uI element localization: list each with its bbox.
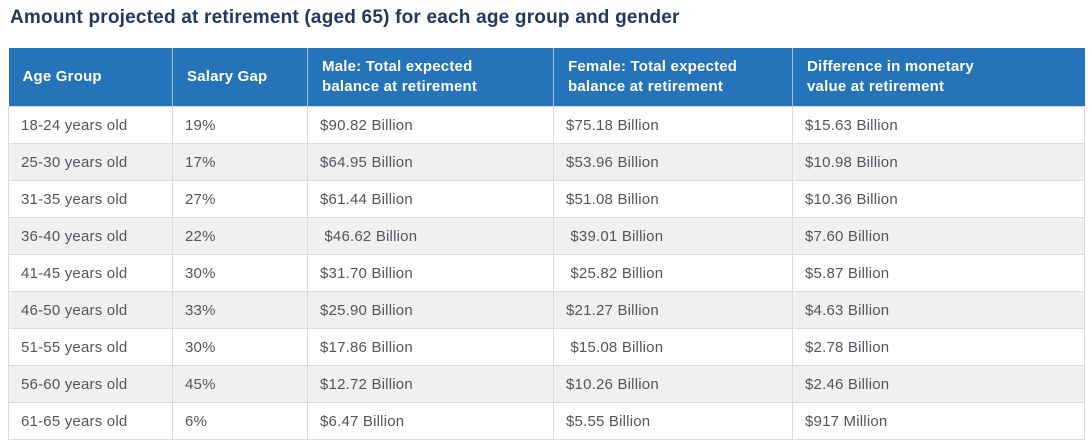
table-cell: 41-45 years old bbox=[8, 254, 173, 292]
column-header-male-balance: Male: Total expected balance at retireme… bbox=[307, 48, 554, 107]
page-title: Amount projected at retirement (aged 65)… bbox=[10, 7, 680, 28]
table-cell: $5.55 Billion bbox=[553, 402, 793, 440]
table-cell: $6.47 Billion bbox=[307, 402, 554, 440]
table-cell: 30% bbox=[172, 254, 308, 292]
table-cell: $2.46 Billion bbox=[792, 365, 1085, 403]
table-cell: 31-35 years old bbox=[8, 180, 173, 218]
table-row: 25-30 years old 17% $64.95 Billion $53.96 B… bbox=[8, 143, 1085, 181]
table-cell: 51-55 years old bbox=[8, 328, 173, 366]
table-cell: $4.63 Billion bbox=[792, 291, 1085, 329]
table-cell: $64.95 Billion bbox=[307, 143, 554, 181]
table-row: 61-65 years old 6% $6.47 Billion $5.55 Bill… bbox=[8, 402, 1085, 440]
table-cell: 22% bbox=[172, 217, 308, 255]
table-cell: $25.82 Billion bbox=[553, 254, 793, 292]
table-cell: 61-65 years old bbox=[8, 402, 173, 440]
table-cell: $75.18 Billion bbox=[553, 106, 793, 144]
table-row: 31-35 years old 27% $61.44 Billion $51.08 B… bbox=[8, 180, 1085, 218]
column-header-salary-gap: Salary Gap bbox=[172, 48, 308, 107]
table-cell: $12.72 Billion bbox=[307, 365, 554, 403]
table-row: 46-50 years old 33% $25.90 Billion $21.27 B… bbox=[8, 291, 1085, 329]
table-cell: 33% bbox=[172, 291, 308, 329]
table-cell: 56-60 years old bbox=[8, 365, 173, 403]
table-row: 36-40 years old 22% $46.62 Billion $39.01… bbox=[8, 217, 1085, 255]
table-cell: $21.27 Billion bbox=[553, 291, 793, 329]
table-cell: $2.78 Billion bbox=[792, 328, 1085, 366]
table-cell: $10.36 Billion bbox=[792, 180, 1085, 218]
table-body: 18-24 years old 19% $90.82 Billion $75.18 B… bbox=[8, 106, 1085, 440]
table-cell: 45% bbox=[172, 365, 308, 403]
table-cell: $53.96 Billion bbox=[553, 143, 793, 181]
table-cell: $15.63 Billion bbox=[792, 106, 1085, 144]
table-cell: $31.70 Billion bbox=[307, 254, 554, 292]
table-cell: $5.87 Billion bbox=[792, 254, 1085, 292]
table-cell: $10.26 Billion bbox=[553, 365, 793, 403]
table-cell: $15.08 Billion bbox=[553, 328, 793, 366]
table-row: 41-45 years old 30% $31.70 Billion $25.82 … bbox=[8, 254, 1085, 292]
table-cell: 36-40 years old bbox=[8, 217, 173, 255]
table-cell: 18-24 years old bbox=[8, 106, 173, 144]
table-cell: $39.01 Billion bbox=[553, 217, 793, 255]
table-cell: $917 Million bbox=[792, 402, 1085, 440]
table-cell: $17.86 Billion bbox=[307, 328, 554, 366]
table-cell: $46.62 Billion bbox=[307, 217, 554, 255]
retirement-projection-table: Age Group Salary Gap Male: Total expecte… bbox=[8, 48, 1085, 440]
table-row: 56-60 years old 45% $12.72 Billion $10.26 B… bbox=[8, 365, 1085, 403]
table-cell: $61.44 Billion bbox=[307, 180, 554, 218]
table-cell: 25-30 years old bbox=[8, 143, 173, 181]
column-header-difference: Difference in monetary value at retireme… bbox=[792, 48, 1085, 107]
table-cell: $7.60 Billion bbox=[792, 217, 1085, 255]
table-cell: $10.98 Billion bbox=[792, 143, 1085, 181]
table-cell: 27% bbox=[172, 180, 308, 218]
table-cell: 17% bbox=[172, 143, 308, 181]
table-cell: $25.90 Billion bbox=[307, 291, 554, 329]
table-cell: 46-50 years old bbox=[8, 291, 173, 329]
table-cell: $90.82 Billion bbox=[307, 106, 554, 144]
header-row: Age Group Salary Gap Male: Total expecte… bbox=[8, 48, 1085, 107]
table-cell: $51.08 Billion bbox=[553, 180, 793, 218]
table-row: 51-55 years old 30% $17.86 Billion $15.08 … bbox=[8, 328, 1085, 366]
column-header-female-balance: Female: Total expected balance at retire… bbox=[553, 48, 793, 107]
table-row: 18-24 years old 19% $90.82 Billion $75.18 B… bbox=[8, 106, 1085, 144]
table-cell: 6% bbox=[172, 402, 308, 440]
column-header-age-group: Age Group bbox=[8, 48, 173, 107]
table-cell: 19% bbox=[172, 106, 308, 144]
table-cell: 30% bbox=[172, 328, 308, 366]
